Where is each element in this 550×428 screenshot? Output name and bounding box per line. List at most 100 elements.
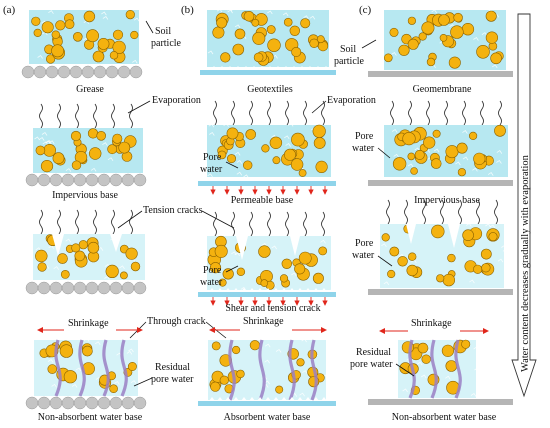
b2-evaporation-wave: [303, 100, 307, 126]
b1-geotextile-tooth: [243, 66, 249, 70]
b3-particle: [318, 246, 328, 256]
c2-evaporation-wave: [480, 100, 484, 126]
b1-geotextile: [200, 70, 336, 75]
a4-particle: [59, 344, 74, 358]
b3-geotextile-tooth: [201, 288, 207, 292]
b4-pore: [264, 343, 271, 348]
c3-particle: [431, 224, 445, 239]
pointer-pore-c3: [377, 255, 393, 267]
b4-geotextile-tooth: [209, 397, 215, 401]
c3-particle: [462, 229, 474, 241]
b2-evaporation-wave: [213, 100, 217, 126]
b3-pore: [231, 251, 237, 256]
c2-evaporation-wave: [390, 100, 394, 126]
c3-particle: [480, 248, 492, 260]
a2-evaporation-wave: [93, 103, 97, 129]
a3-particle: [74, 250, 86, 262]
b2-geotextile-tooth: [321, 177, 327, 181]
caption-grease: Grease: [76, 84, 104, 95]
b2-pore: [287, 122, 294, 127]
b3-evaporation-wave: [303, 211, 307, 237]
b3-pore: [261, 242, 268, 247]
b2-particle: [269, 136, 283, 150]
c2-evaporation-wave: [408, 100, 412, 126]
label-pore-b2-2: water: [200, 164, 223, 175]
b3-geotextile-tooth: [233, 288, 239, 292]
b1-particle: [232, 43, 245, 56]
c1-geomembrane: [368, 71, 513, 77]
b1-geotextile-tooth: [267, 66, 273, 70]
caption-impervious-base-c: Impervious base: [414, 195, 480, 206]
b4-geotextile-tooth: [217, 397, 223, 401]
b3-particle: [214, 244, 228, 258]
water-content-arrow: Water content decreases gradually with e…: [511, 13, 537, 398]
a4-grease-bead: [61, 396, 75, 410]
a4-crack: [102, 339, 110, 397]
c4-particle: [417, 342, 429, 354]
c1-particle: [490, 52, 502, 65]
c3-particle: [481, 263, 491, 273]
b2-geotextile-tooth: [289, 177, 295, 181]
c2-pore: [472, 167, 478, 172]
a1-grease-bead: [93, 65, 107, 79]
c3-tension-crack: [406, 224, 460, 248]
b2-geotextile-tooth: [241, 177, 247, 181]
a2-grease-bead: [85, 173, 99, 187]
c2-pore: [393, 153, 400, 158]
b1-geotextile-tooth: [283, 66, 289, 70]
b3-pore: [271, 245, 278, 250]
a3-evaporation-wave: [57, 209, 61, 235]
label-pore-b2-1: Pore: [203, 152, 222, 163]
b1-particle: [267, 38, 281, 52]
b2-particle: [312, 124, 326, 138]
b2-geotextile-tooth: [209, 177, 215, 181]
c3-pore: [501, 244, 507, 249]
c4-pore: [420, 374, 427, 379]
a4-particle: [63, 370, 77, 384]
label-soil-particle-a-1: Soil: [155, 26, 171, 37]
a4-grease-bead: [133, 396, 147, 410]
pointer-evaporation-b: [311, 100, 327, 114]
c1-particle: [383, 53, 393, 63]
a4-grease-bead: [73, 396, 87, 410]
a2-evaporation-wave: [57, 103, 61, 129]
pointer-evaporation-a: [127, 100, 151, 114]
a3-particle: [78, 240, 88, 250]
b1-pore: [227, 9, 233, 14]
c2-particle: [473, 152, 486, 165]
b3-evaporation-wave: [285, 211, 289, 237]
b2-particle: [261, 144, 270, 153]
c3-geomembrane: [368, 289, 513, 295]
b1-pore: [309, 15, 316, 20]
label-pore-c3-2: water: [352, 250, 375, 261]
c3-evaporation-wave: [440, 199, 444, 225]
a4-particle: [82, 345, 93, 357]
c3-evaporation-wave: [476, 199, 480, 225]
b3-particle: [294, 263, 306, 275]
b4-geotextile-tooth: [265, 397, 271, 401]
c2-pore: [496, 150, 503, 154]
caption-permeable-base: Permeable base: [231, 195, 294, 206]
c4-pore: [402, 388, 408, 393]
b4-geotextile-tooth: [201, 397, 207, 401]
a1-pore: [133, 17, 140, 22]
b2-particle: [217, 150, 227, 160]
a4-crack: [54, 339, 62, 397]
a3-particle: [57, 253, 68, 264]
c4-crack: [454, 339, 462, 399]
a3-grease-bead: [61, 281, 75, 295]
a3-evaporation-wave: [129, 209, 133, 235]
label-tension-cracks: Tension cracks: [143, 205, 203, 216]
b1-geotextile-tooth: [275, 66, 281, 70]
b4-particle: [232, 345, 241, 355]
c2-pore: [455, 161, 461, 166]
c1-pore: [491, 64, 498, 69]
c1-particle: [448, 56, 461, 69]
b2-geotextile-tooth: [305, 177, 311, 181]
caption-shear-tension-crack: Shear and tension crack: [225, 303, 320, 314]
b1-geotextile-tooth: [227, 66, 233, 70]
a1-grease-bead: [117, 65, 131, 79]
a3-grease-bead: [133, 281, 147, 295]
a2-particle: [87, 128, 99, 139]
b1-pore: [234, 24, 241, 29]
